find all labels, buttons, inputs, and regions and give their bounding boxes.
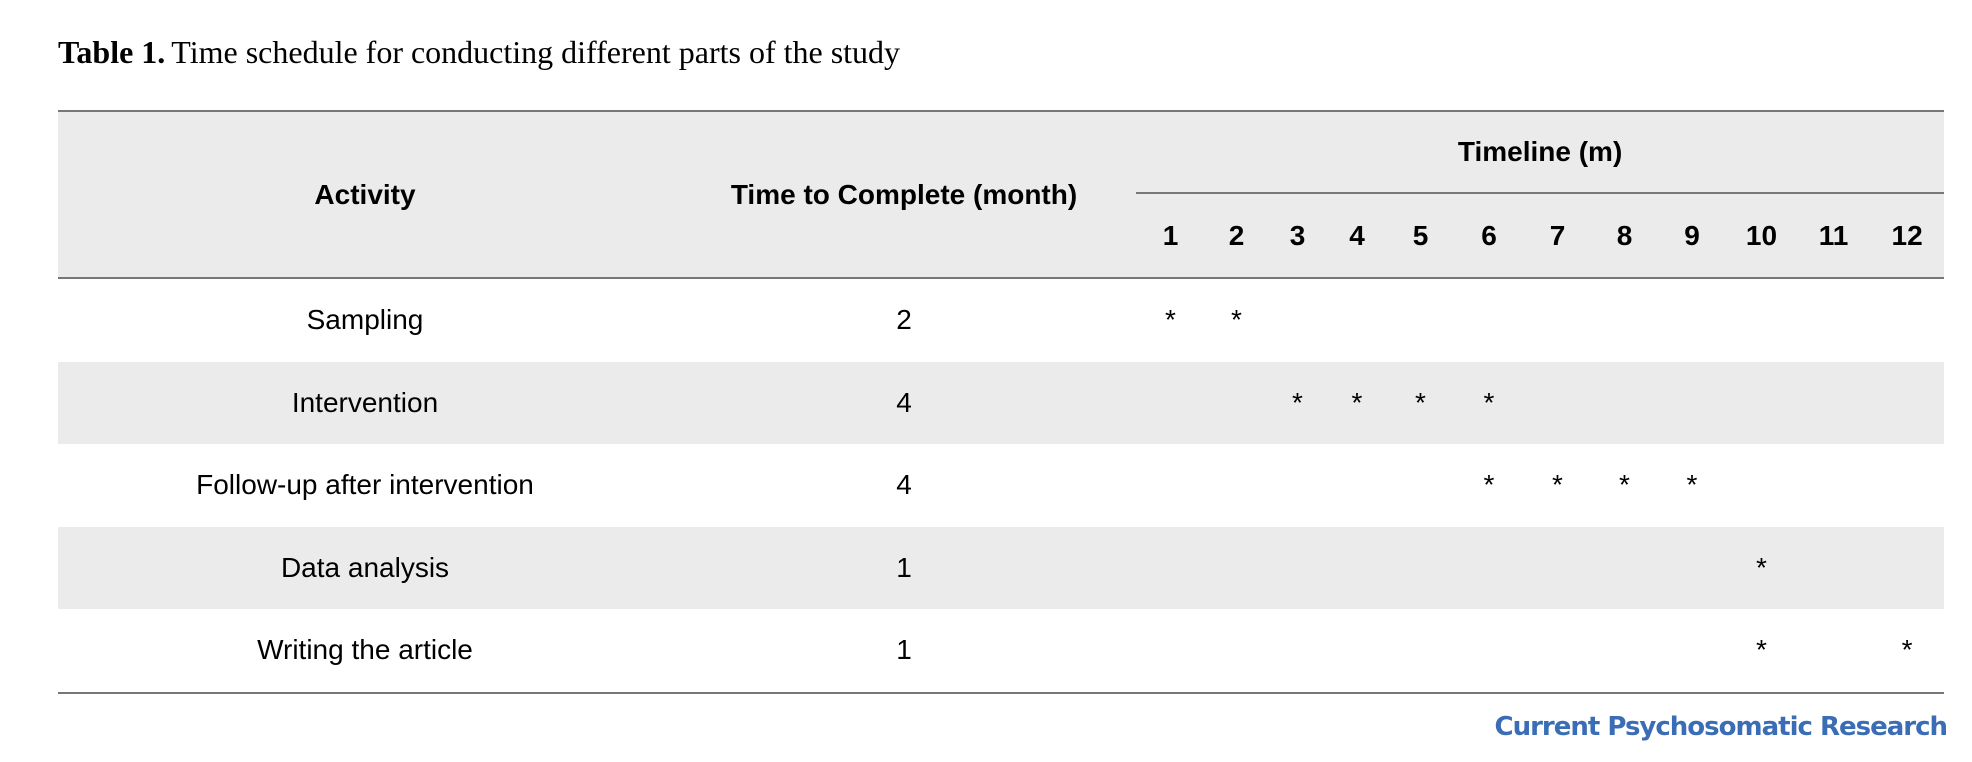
timeline-cell — [1268, 278, 1327, 362]
month-header: 10 — [1726, 193, 1797, 279]
timeline-cell — [1726, 278, 1797, 362]
timeline-cell — [1136, 526, 1205, 609]
activity-cell: Writing the article — [58, 609, 672, 694]
timeline-cell — [1524, 278, 1591, 362]
timeline-cell — [1268, 609, 1327, 694]
table-row: Data analysis 1 * — [58, 526, 1945, 609]
activity-cell: Sampling — [306, 304, 424, 336]
timeline-cell — [1591, 361, 1658, 444]
timeline-cell — [1205, 444, 1268, 527]
month-header: 7 — [1524, 193, 1591, 279]
timeline-cell — [1136, 361, 1205, 444]
timeline-cell — [1870, 278, 1944, 362]
activity-cell: Data analysis — [58, 526, 672, 609]
timeline-cell — [1658, 278, 1726, 362]
caption-label: Table 1. — [58, 34, 166, 70]
activity-cell: Follow-up after intervention — [196, 469, 534, 501]
time-cell: 4 — [896, 469, 912, 501]
timeline-cell — [1136, 609, 1205, 694]
timeline-cell — [1205, 609, 1268, 694]
caption: Table 1. Time schedule for conducting dif… — [58, 34, 900, 71]
timeline-cell — [1268, 526, 1327, 609]
timeline-cell — [1591, 609, 1658, 694]
timeline-cell — [1658, 361, 1726, 444]
timeline-cell — [1726, 361, 1797, 444]
table-row: Follow-up after intervention 4 * * * * — [58, 444, 1944, 527]
timeline-cell — [1797, 444, 1870, 527]
timeline-cell — [1136, 444, 1205, 527]
timeline-cell — [1870, 444, 1944, 527]
timeline-cell — [1797, 526, 1870, 609]
header-time: Time to Complete (month) — [672, 110, 1136, 279]
month-header: 4 — [1327, 193, 1387, 279]
timeline-cell — [1454, 278, 1524, 362]
month-header: 12 — [1870, 193, 1945, 279]
timeline-cell — [1327, 278, 1387, 362]
timeline-cell — [1797, 278, 1870, 362]
activity-cell: Intervention — [58, 361, 672, 444]
timeline-mark: * — [1454, 361, 1524, 444]
timeline-cell — [1387, 278, 1454, 362]
timeline-cell — [1524, 609, 1591, 694]
timeline-mark: * — [1483, 469, 1495, 501]
timeline-cell — [1658, 609, 1726, 694]
month-header: 6 — [1454, 193, 1524, 279]
timeline-cell — [1387, 444, 1454, 527]
timeline-mark: * — [1619, 469, 1630, 501]
timeline-cell — [1658, 526, 1726, 609]
timeline-mark: * — [1327, 361, 1387, 444]
time-cell: 2 — [896, 304, 912, 336]
timeline-cell — [1205, 361, 1268, 444]
timeline-cell — [1870, 526, 1945, 609]
timeline-mark: * — [1552, 469, 1563, 501]
month-header: 11 — [1797, 193, 1870, 279]
month-header: 1 — [1136, 193, 1205, 279]
journal-logo: Current Psychosomatic Research — [1494, 712, 1948, 742]
timeline-cell — [1870, 361, 1945, 444]
timeline-cell — [1454, 609, 1524, 694]
caption-text: Time schedule for conducting different p… — [171, 34, 901, 70]
timeline-mark: * — [1387, 361, 1454, 444]
timeline-cell — [1205, 526, 1268, 609]
timeline-mark: * — [1870, 609, 1945, 694]
timeline-mark: * — [1268, 361, 1327, 444]
timeline-cell — [1327, 444, 1387, 527]
timeline-mark: * — [1726, 609, 1797, 694]
timeline-cell — [1454, 526, 1524, 609]
month-header: 3 — [1268, 193, 1327, 279]
timeline-cell — [1268, 444, 1327, 527]
table-row: Writing the article 1 * * — [58, 609, 1945, 694]
timeline-mark: * — [1726, 526, 1797, 609]
timeline-cell — [1591, 526, 1658, 609]
timeline-cell — [1327, 526, 1387, 609]
time-cell: 1 — [672, 526, 1136, 609]
month-header: 5 — [1387, 193, 1454, 279]
header-activity: Activity — [58, 110, 672, 279]
schedule-table: Activity Time to Complete (month) Timeli… — [58, 110, 1945, 694]
timeline-mark: * — [1165, 304, 1176, 336]
table-row: Intervention 4 * * * * — [58, 361, 1945, 444]
month-header: 2 — [1205, 193, 1268, 279]
timeline-mark: * — [1231, 304, 1242, 336]
table-row: Sampling 2 * * — [58, 278, 1944, 362]
timeline-cell — [1524, 526, 1591, 609]
timeline-cell — [1591, 278, 1658, 362]
time-cell: 1 — [672, 609, 1136, 694]
timeline-cell — [1726, 444, 1797, 527]
timeline-cell — [1797, 361, 1870, 444]
timeline-cell — [1797, 609, 1870, 694]
header-timeline: Timeline (m) — [1136, 110, 1945, 194]
timeline-mark: * — [1686, 469, 1698, 501]
time-cell: 4 — [672, 361, 1136, 444]
timeline-cell — [1387, 526, 1454, 609]
timeline-cell — [1327, 609, 1387, 694]
month-header: 9 — [1658, 193, 1726, 279]
month-header: 8 — [1591, 193, 1658, 279]
timeline-cell — [1387, 609, 1454, 694]
timeline-cell — [1524, 361, 1591, 444]
